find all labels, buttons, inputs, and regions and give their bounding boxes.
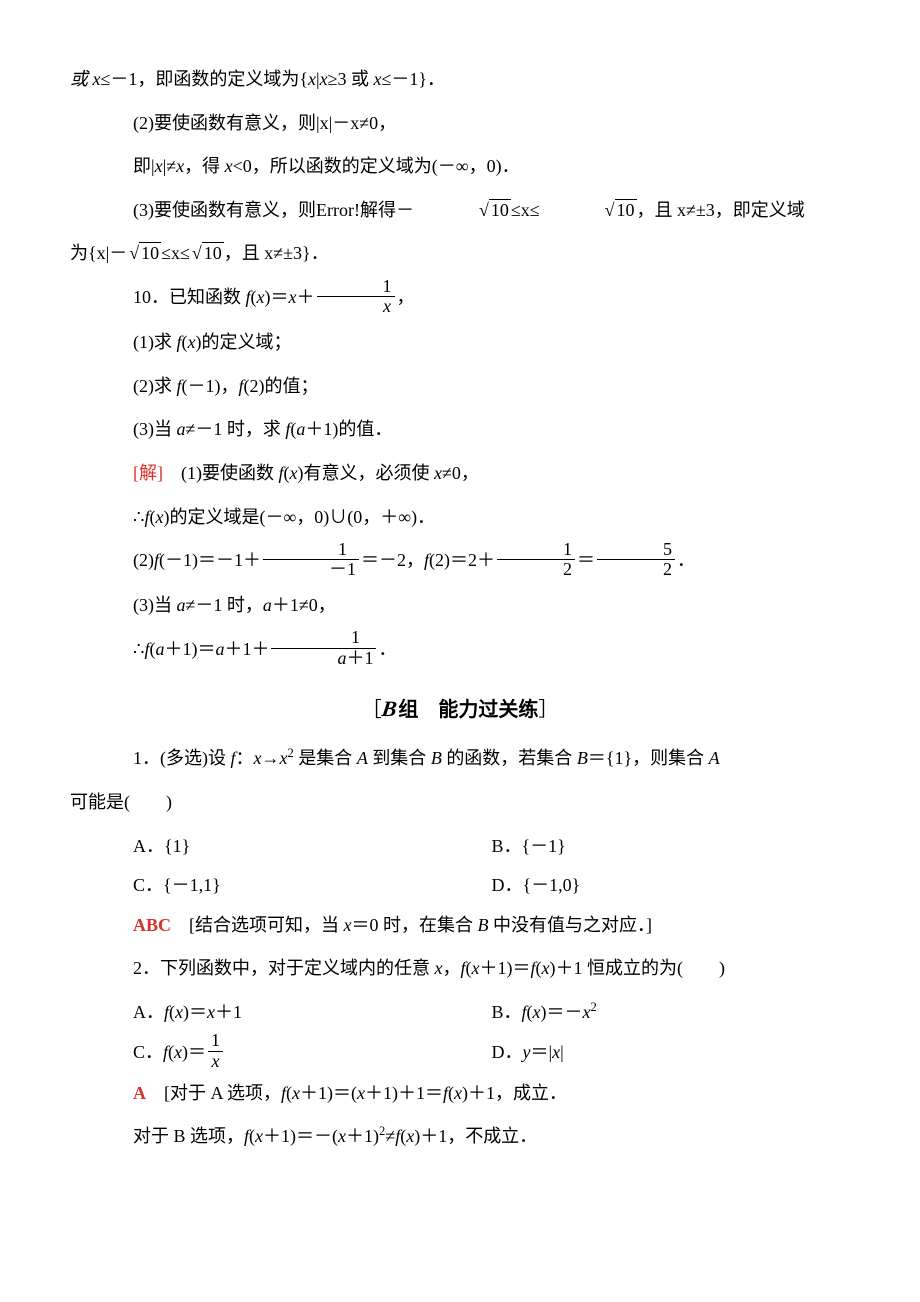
text-fragment: (3)要使函数有意义，则Error!解得－ bbox=[133, 200, 414, 220]
answer-key: A bbox=[133, 1083, 146, 1103]
q10-solution-1b: ∴f(x)的定义域是(－∞，0)∪(0，＋∞)． bbox=[70, 498, 850, 538]
fraction: 1－1 bbox=[263, 540, 359, 581]
line-carryover-1: 或 x≤－1，即函数的定义域为{x|x≥3 或 x≤－1}． bbox=[70, 60, 850, 100]
q2-answer-b: 对于 B 选项，f(x＋1)＝－(x＋1)2≠f(x)＋1，不成立． bbox=[70, 1117, 850, 1157]
bracket-left: ［ bbox=[362, 699, 382, 721]
q10-solution-1: [解] (1)要使函数 f(x)有意义，必须使 x≠0， bbox=[70, 454, 850, 494]
frac-num: 1 bbox=[497, 540, 575, 561]
frac-num: 1 bbox=[208, 1031, 223, 1052]
frac-den: x bbox=[317, 297, 395, 317]
q1-answer: ABC [结合选项可知，当 x＝0 时，在集合 B 中没有值与之对应．] bbox=[70, 906, 850, 946]
q10-solution-3: (3)当 a≠－1 时，a＋1≠0， bbox=[70, 586, 850, 626]
q10-part3: (3)当 a≠－1 时，求 f(a＋1)的值． bbox=[70, 410, 850, 450]
q2-answer-a: A [对于 A 选项，f(x＋1)＝(x＋1)＋1＝f(x)＋1，成立． bbox=[70, 1074, 850, 1114]
solution-label: [解] bbox=[133, 463, 163, 483]
q2-options-row2: C．f(x)＝1x D．y＝|x| bbox=[133, 1033, 850, 1074]
text-fragment: 为{x|－ bbox=[70, 243, 127, 263]
line-sub2b: 即|x|≠x，得 x<0，所以函数的定义域为(－∞，0)． bbox=[70, 147, 850, 187]
frac-num: 1 bbox=[271, 628, 376, 649]
q2-option-d: D．y＝|x| bbox=[492, 1033, 851, 1074]
text-fragment: ≤x≤ bbox=[511, 200, 540, 220]
text-fragment: ，且 x≠±3}． bbox=[224, 243, 329, 263]
q1-options-row2: C．{－1,1} D．{－1,0} bbox=[133, 866, 850, 906]
sqrt-arg: 10 bbox=[139, 242, 161, 263]
line-sub3a: (3)要使函数有意义，则Error!解得－10≤x≤10，且 x≠±3，即定义域 bbox=[70, 191, 850, 231]
q2-option-a: A．f(x)＝x＋1 bbox=[133, 993, 492, 1033]
q1-option-b: B．{－1} bbox=[492, 827, 851, 867]
q2-option-b: B．f(x)＝－x2 bbox=[492, 993, 851, 1033]
section-header: ［B组 能力过关练］ bbox=[70, 685, 850, 733]
q10-stem: 10．已知函数 f(x)＝x＋1x， bbox=[70, 278, 850, 319]
frac-den: 2 bbox=[597, 560, 675, 580]
text-fragment: ≤x≤ bbox=[161, 243, 190, 263]
fraction: 52 bbox=[597, 540, 675, 581]
text-fragment: ， bbox=[397, 287, 415, 307]
q2-stem: 2．下列函数中，对于定义域内的任意 x，f(x＋1)＝f(x)＋1 恒成立的为(… bbox=[70, 949, 850, 989]
q2-options-row1: A．f(x)＝x＋1 B．f(x)＝－x2 bbox=[133, 993, 850, 1033]
line-sub2: (2)要使函数有意义，则|x|－x≠0， bbox=[70, 104, 850, 144]
section-title: 组 能力过关练 bbox=[398, 699, 538, 721]
sqrt-10-icon: 10 bbox=[414, 191, 511, 231]
fraction: 1a＋1 bbox=[271, 628, 376, 669]
frac-num: 5 bbox=[597, 540, 675, 561]
q10-part2: (2)求 f(－1)，f(2)的值； bbox=[70, 367, 850, 407]
sqrt-arg: 10 bbox=[202, 242, 224, 263]
frac-num: 1 bbox=[263, 540, 359, 561]
sqrt-10-icon: 10 bbox=[127, 234, 161, 274]
sqrt-arg: 10 bbox=[489, 199, 511, 220]
sqrt-10-icon: 10 bbox=[540, 191, 637, 231]
frac-den: x bbox=[208, 1052, 223, 1072]
q1-option-a: A．{1} bbox=[133, 827, 492, 867]
sqrt-10-icon: 10 bbox=[190, 234, 224, 274]
sqrt-arg: 10 bbox=[615, 199, 637, 220]
q1-options-row1: A．{1} B．{－1} bbox=[133, 827, 850, 867]
fraction: 1x bbox=[317, 277, 395, 318]
frac-den: －1 bbox=[263, 560, 359, 580]
q1-stem: 1．(多选)设 f：x→x2 是集合 A 到集合 B 的函数，若集合 B＝{1}… bbox=[70, 739, 850, 779]
frac-den: a＋1 bbox=[271, 649, 376, 669]
section-letter: B bbox=[378, 685, 399, 733]
frac-den: 2 bbox=[497, 560, 575, 580]
q10-part1: (1)求 f(x)的定义域； bbox=[70, 323, 850, 363]
text-fragment: ，且 x≠±3，即定义域 bbox=[637, 200, 805, 220]
q2-option-c: C．f(x)＝1x bbox=[133, 1033, 492, 1074]
bracket-right: ］ bbox=[538, 699, 558, 721]
answer-key: ABC bbox=[133, 915, 171, 935]
q1-option-d: D．{－1,0} bbox=[492, 866, 851, 906]
fraction: 12 bbox=[497, 540, 575, 581]
q1-option-c: C．{－1,1} bbox=[133, 866, 492, 906]
q1-stem-2: 可能是( ) bbox=[70, 783, 850, 823]
frac-num: 1 bbox=[317, 277, 395, 298]
q10-solution-2: (2)f(－1)＝－1＋1－1＝－2，f(2)＝2＋12＝52． bbox=[70, 541, 850, 582]
q10-solution-3b: ∴f(a＋1)＝a＋1＋1a＋1． bbox=[70, 630, 850, 671]
line-sub3b: 为{x|－10≤x≤10，且 x≠±3}． bbox=[70, 234, 850, 274]
fraction: 1x bbox=[208, 1031, 223, 1072]
